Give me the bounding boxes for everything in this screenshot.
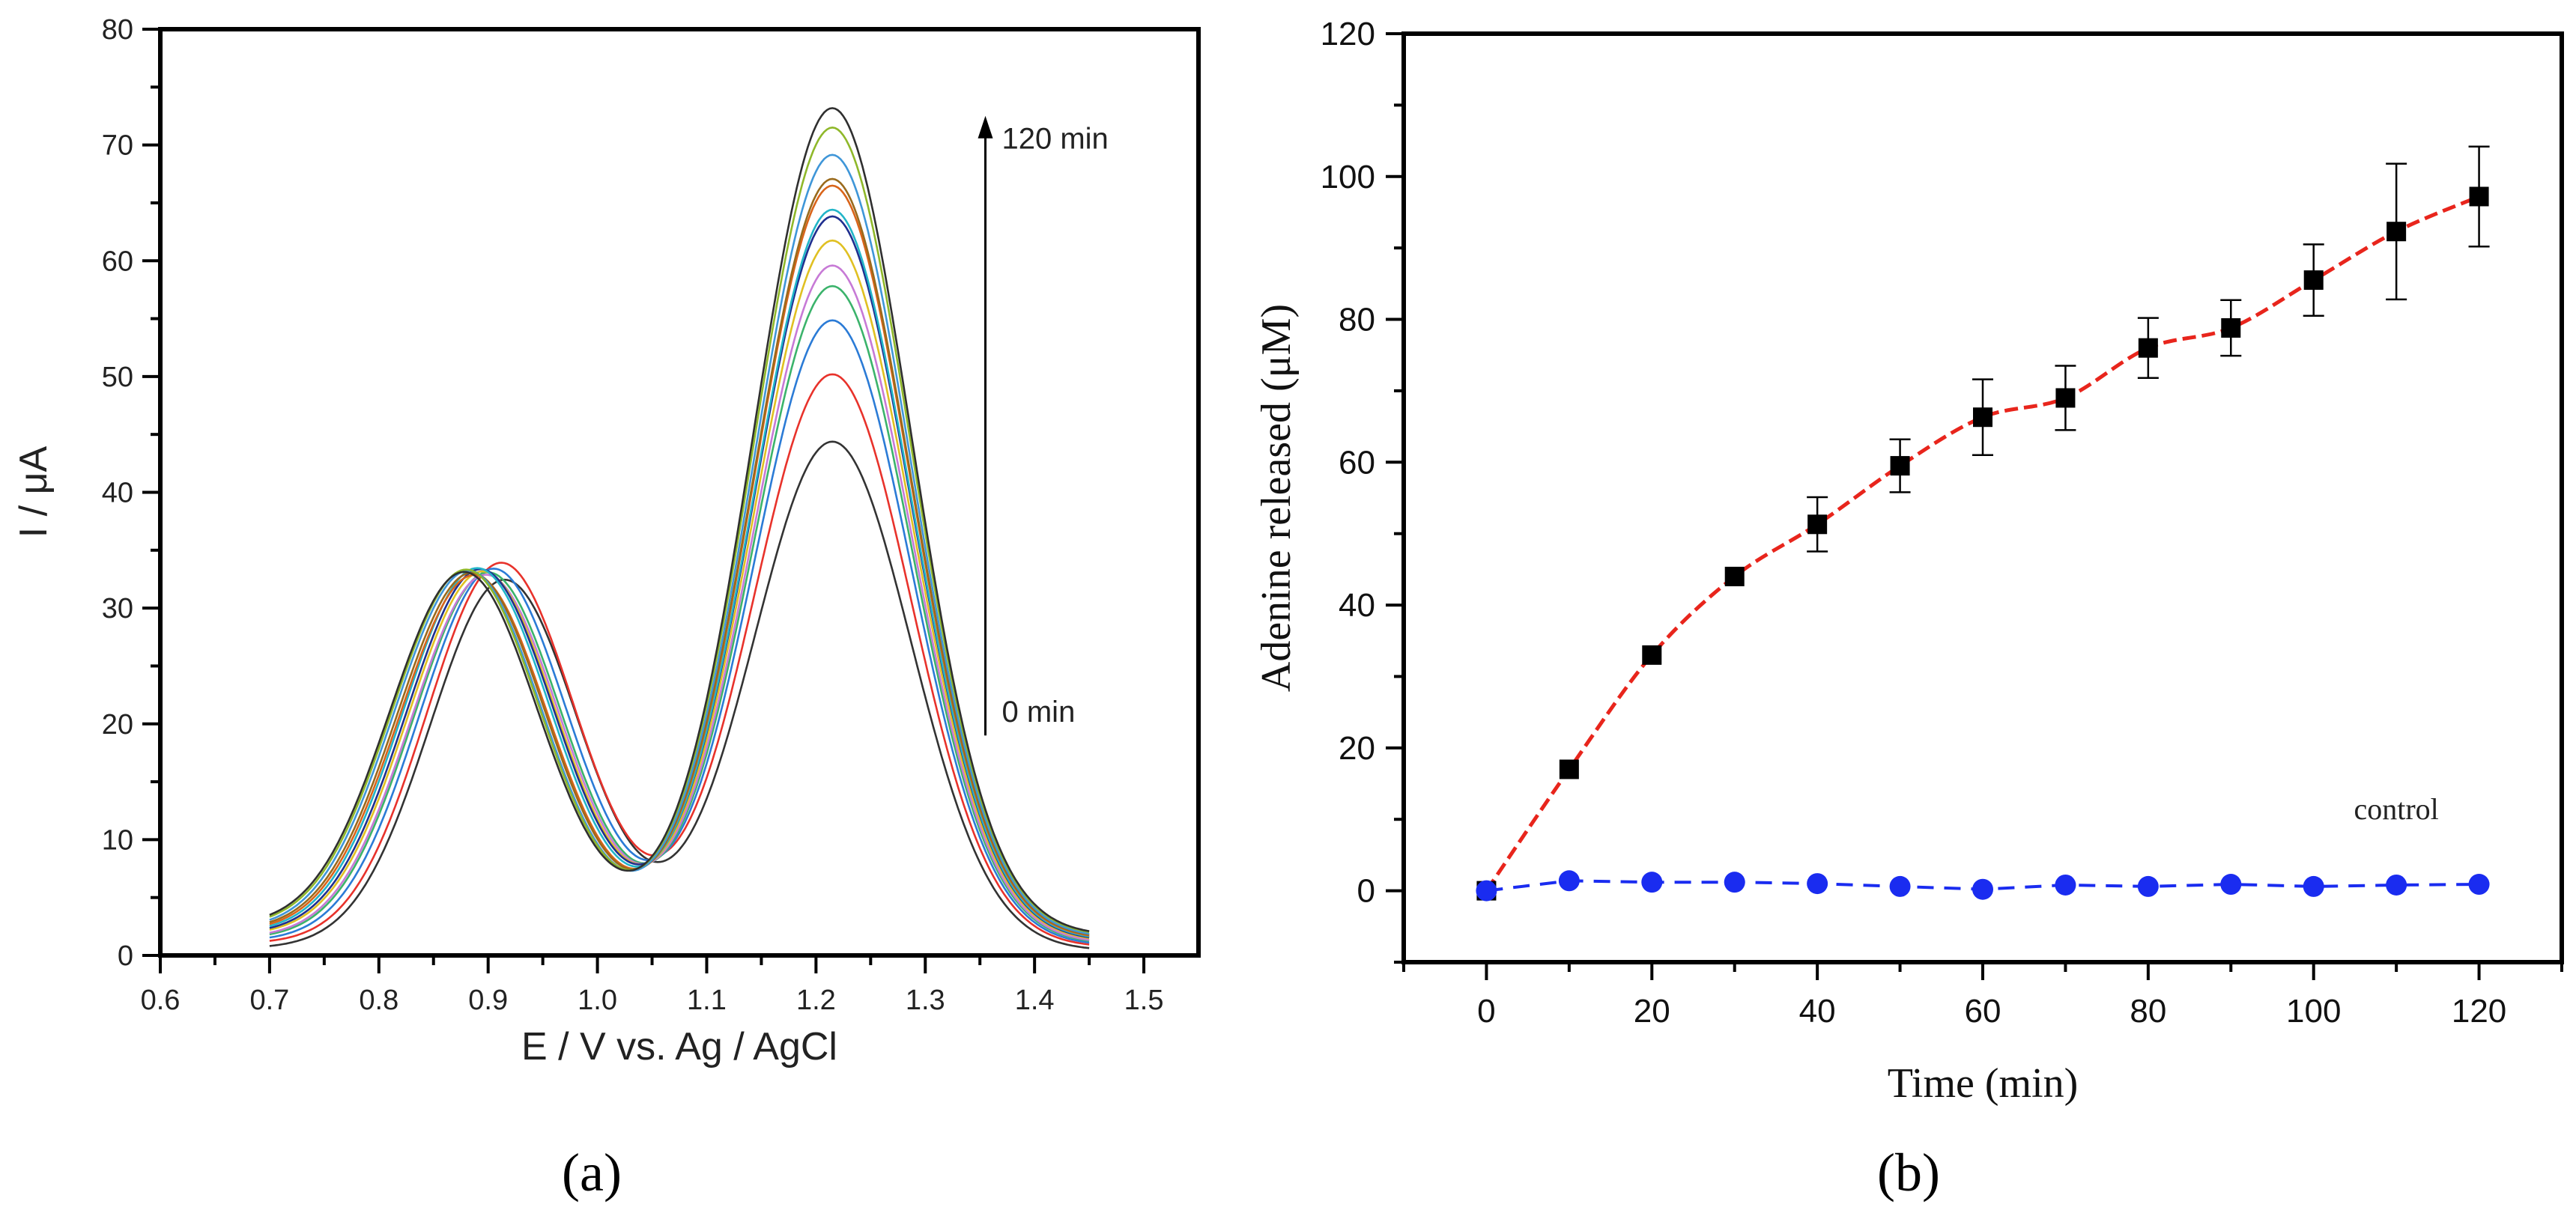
- panel-b-control-point: [2055, 874, 2076, 896]
- panel-b-y-tick-label: 60: [1339, 444, 1375, 481]
- panel-a-x-tick-label: 1.1: [687, 985, 727, 1016]
- panel-b-control-point: [1641, 872, 1663, 893]
- panel-b-y-tick-label: 100: [1321, 159, 1375, 195]
- panel-a-series-line: [269, 107, 1090, 932]
- panel-b-label: (b): [1877, 1143, 1940, 1203]
- panel-a-label: (a): [562, 1143, 622, 1203]
- panel-a-curves: [269, 107, 1090, 949]
- panel-b-control-label: control: [2354, 792, 2438, 826]
- panel-a-y-tick-label: 50: [102, 362, 133, 393]
- panel-a-x-tick-label: 1.4: [1015, 985, 1055, 1016]
- panel-a-y-tick-label: 60: [102, 246, 133, 277]
- panel-b-control-point: [2137, 875, 2159, 897]
- panel-b-x-axis-title: Time (min): [1888, 1060, 2079, 1107]
- panel-b-ticks: 0 20 40 60 80 100 120 0 20 40 60 80 100 120: [1321, 16, 2563, 1030]
- panel-a-series-line: [269, 153, 1090, 935]
- panel-b-sample-point: [1890, 456, 1910, 476]
- panel-b-control-point: [1558, 870, 1580, 892]
- panel-a-series-line: [269, 177, 1090, 936]
- panel-a-arrow-head: [978, 115, 993, 139]
- panel-a-x-tick-label: 1.2: [796, 985, 836, 1016]
- panel-a-y-tick-label: 0: [118, 940, 133, 972]
- panel-a-x-tick-label: 1.5: [1124, 985, 1164, 1016]
- panel-b-sample-point: [2138, 338, 2158, 358]
- panel-a-series-line: [269, 373, 1090, 946]
- panel-b-control-point: [1889, 875, 1911, 897]
- panel-b-control-point: [1972, 878, 1993, 900]
- panel-b-control-point: [2220, 874, 2242, 896]
- panel-b-sample-point: [1642, 645, 1662, 665]
- panel-a-x-tick-label: 0.8: [359, 985, 398, 1016]
- panel-a-series-line: [269, 208, 1090, 937]
- panel-b-x-tick-label: 60: [1965, 993, 2001, 1030]
- panel-a-y-tick-label: 80: [102, 14, 133, 46]
- panel-a-x-axis-title: E / V vs. Ag / AgCl: [521, 1025, 837, 1068]
- panel-b-fit-curve: [1485, 195, 2480, 893]
- panel-a-y-tick-label: 70: [102, 130, 133, 162]
- panel-b-sample-point: [1807, 514, 1828, 535]
- panel-b-x-tick-label: 20: [1634, 993, 1670, 1030]
- panel-b-y-tick-label: 0: [1357, 873, 1375, 910]
- panel-b-x-tick-label: 120: [2452, 993, 2506, 1030]
- panel-b-control-point: [1724, 872, 1745, 893]
- panel-b-y-tick-label: 40: [1339, 587, 1375, 624]
- panel-b-control-point: [1476, 880, 1497, 902]
- panel-a-annotation-120min: 120 min: [1002, 123, 1109, 156]
- panel-b-y-tick-label: 120: [1321, 16, 1375, 52]
- panel-a-series-line: [269, 319, 1090, 944]
- panel-b-x-tick-label: 80: [2130, 993, 2166, 1030]
- panel-a-y-tick-label: 10: [102, 824, 133, 856]
- panel-b-control-point: [1807, 873, 1828, 895]
- panel-a-x-tick-label: 0.9: [468, 985, 508, 1016]
- panel-b-sample-point: [2221, 317, 2241, 338]
- panel-a-series-line: [269, 239, 1090, 940]
- panel-b-sample-point: [2303, 270, 2324, 291]
- panel-a-y-tick-label: 20: [102, 709, 133, 741]
- panel-b-sample-point: [1724, 566, 1745, 586]
- panel-b-sample-point: [2469, 186, 2489, 207]
- panel-b-x-tick-label: 40: [1799, 993, 1836, 1030]
- panel-b-x-tick-label: 100: [2286, 993, 2341, 1030]
- panel-b-y-tick-label: 20: [1339, 730, 1375, 767]
- panel-a-series-line: [269, 264, 1090, 941]
- panel-b-control-point: [2386, 874, 2407, 896]
- panel-a-time-arrow: [978, 115, 993, 736]
- panel-a-x-tick-label: 1.0: [578, 985, 617, 1016]
- panel-b-content: [1476, 145, 2490, 902]
- panel-a-series-line: [269, 126, 1090, 934]
- panel-b-x-tick-label: 0: [1477, 993, 1495, 1030]
- panel-b-sample-point: [1973, 407, 1992, 428]
- panel-a-y-tick-label: 30: [102, 593, 133, 624]
- panel-b-sample-point: [2386, 222, 2407, 242]
- panel-a-series-line: [269, 285, 1090, 942]
- panel-b-y-axis-title: Adenine released (μM): [1253, 304, 1300, 692]
- panel-a-x-tick-label: 1.3: [906, 985, 945, 1016]
- panel-b-sample-point: [2055, 388, 2076, 408]
- panel-b-y-tick-label: 80: [1339, 302, 1375, 338]
- panel-b-sample-point: [1559, 759, 1579, 779]
- panel-a-ticks: 0.6 0.7 0.8 0.9 1.0 1.1 1.2 1.3 1.4 1.5 0 10 20 30 40 5…: [102, 14, 1164, 1016]
- panel-a-y-axis-title: I / μA: [12, 446, 55, 538]
- panel-a-x-tick-label: 0.6: [141, 985, 181, 1016]
- panel-b-control-point: [2303, 875, 2324, 897]
- panel-a-series-line: [269, 440, 1090, 949]
- panel-b-chart: 0 20 40 60 80 100 120 0 20 40 60 80 100 120 control T…: [1253, 16, 2564, 1203]
- panel-a-y-tick-label: 40: [102, 478, 133, 509]
- panel-a-annotation-0min: 0 min: [1002, 696, 1076, 729]
- panel-b-control-point: [2468, 874, 2490, 896]
- panel-a-x-tick-label: 0.7: [249, 985, 289, 1016]
- panel-a-chart: 0.6 0.7 0.8 0.9 1.0 1.1 1.2 1.3 1.4 1.5 0 10 20 30 40 5…: [12, 14, 1201, 1203]
